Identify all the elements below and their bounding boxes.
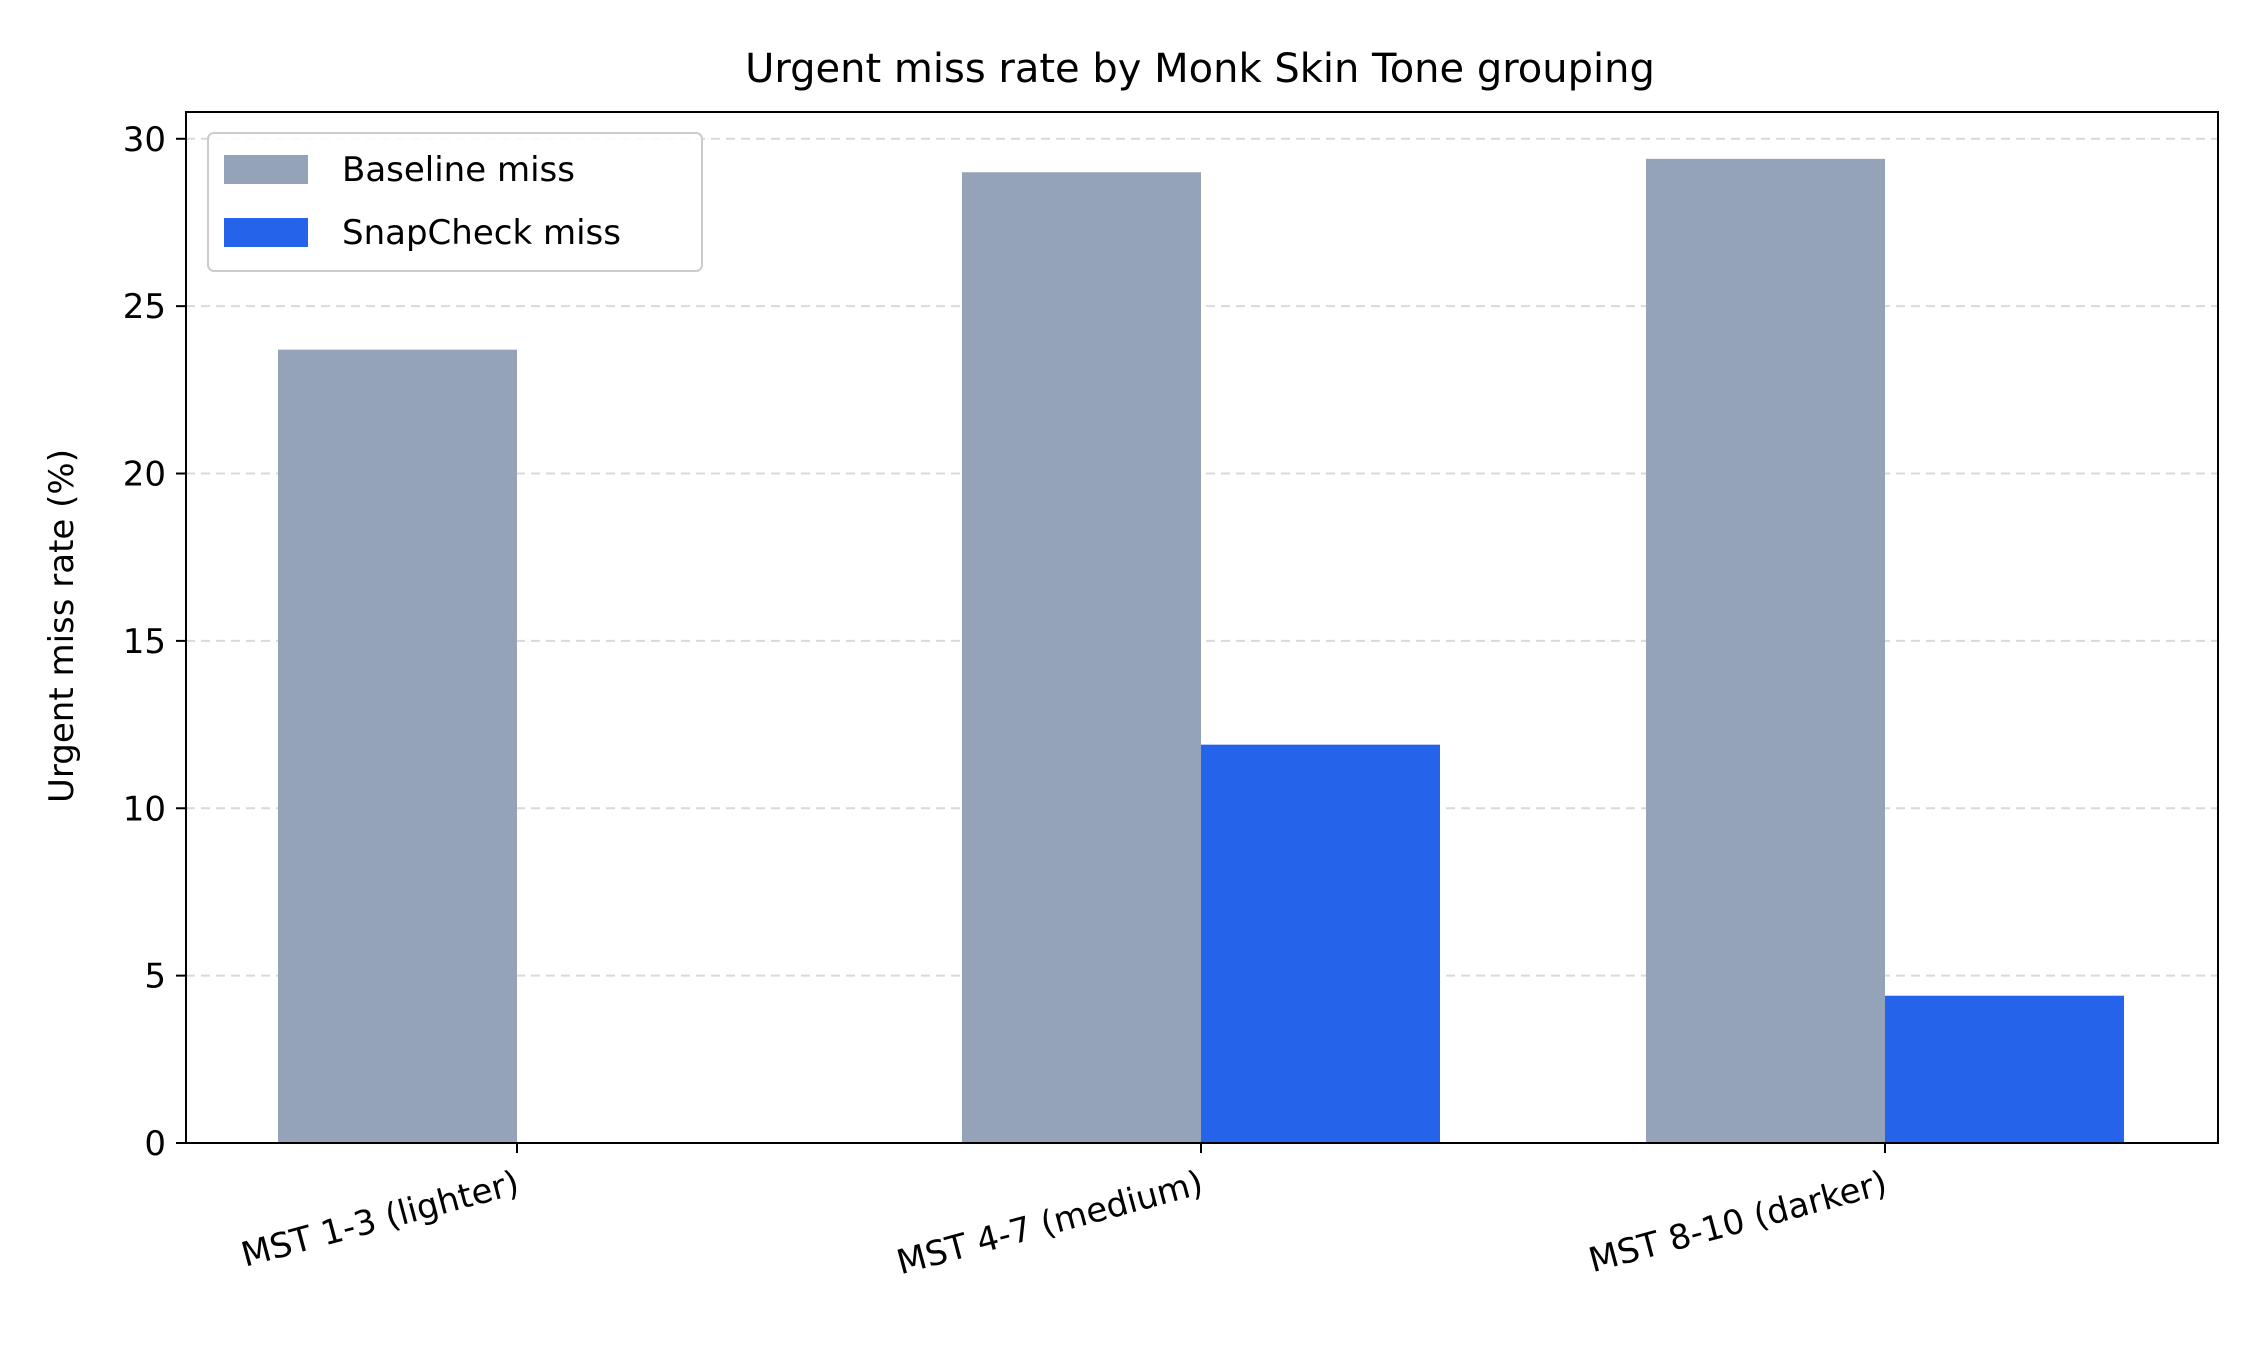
y-axis-ticks: 0 5 10 15 20 25 30	[123, 120, 186, 1164]
legend-box	[207, 132, 703, 272]
bar-baseline-miss	[278, 349, 517, 1143]
bar-baseline-miss	[1646, 158, 1885, 1143]
legend: Baseline miss SnapCheck miss	[207, 132, 703, 272]
legend-swatch	[224, 218, 308, 247]
y-tick-label: 5	[144, 957, 166, 997]
y-tick-label: 15	[123, 622, 166, 662]
bar-snapcheck-miss	[1201, 744, 1440, 1143]
legend-swatch	[224, 155, 308, 184]
y-tick-label: 0	[144, 1124, 166, 1164]
legend-label: Baseline miss	[342, 150, 575, 190]
y-tick-label: 10	[123, 789, 166, 829]
y-tick-label: 25	[123, 287, 166, 327]
bars	[278, 158, 2124, 1144]
legend-label: SnapCheck miss	[342, 213, 621, 253]
y-tick-label: 30	[123, 120, 166, 160]
y-tick-label: 20	[123, 455, 166, 495]
chart-title: Urgent miss rate by Monk Skin Tone group…	[745, 46, 1655, 92]
bar-snapcheck-miss	[1885, 995, 2124, 1143]
bar-baseline-miss	[962, 172, 1201, 1144]
y-axis-title: Urgent miss rate (%)	[42, 449, 82, 803]
